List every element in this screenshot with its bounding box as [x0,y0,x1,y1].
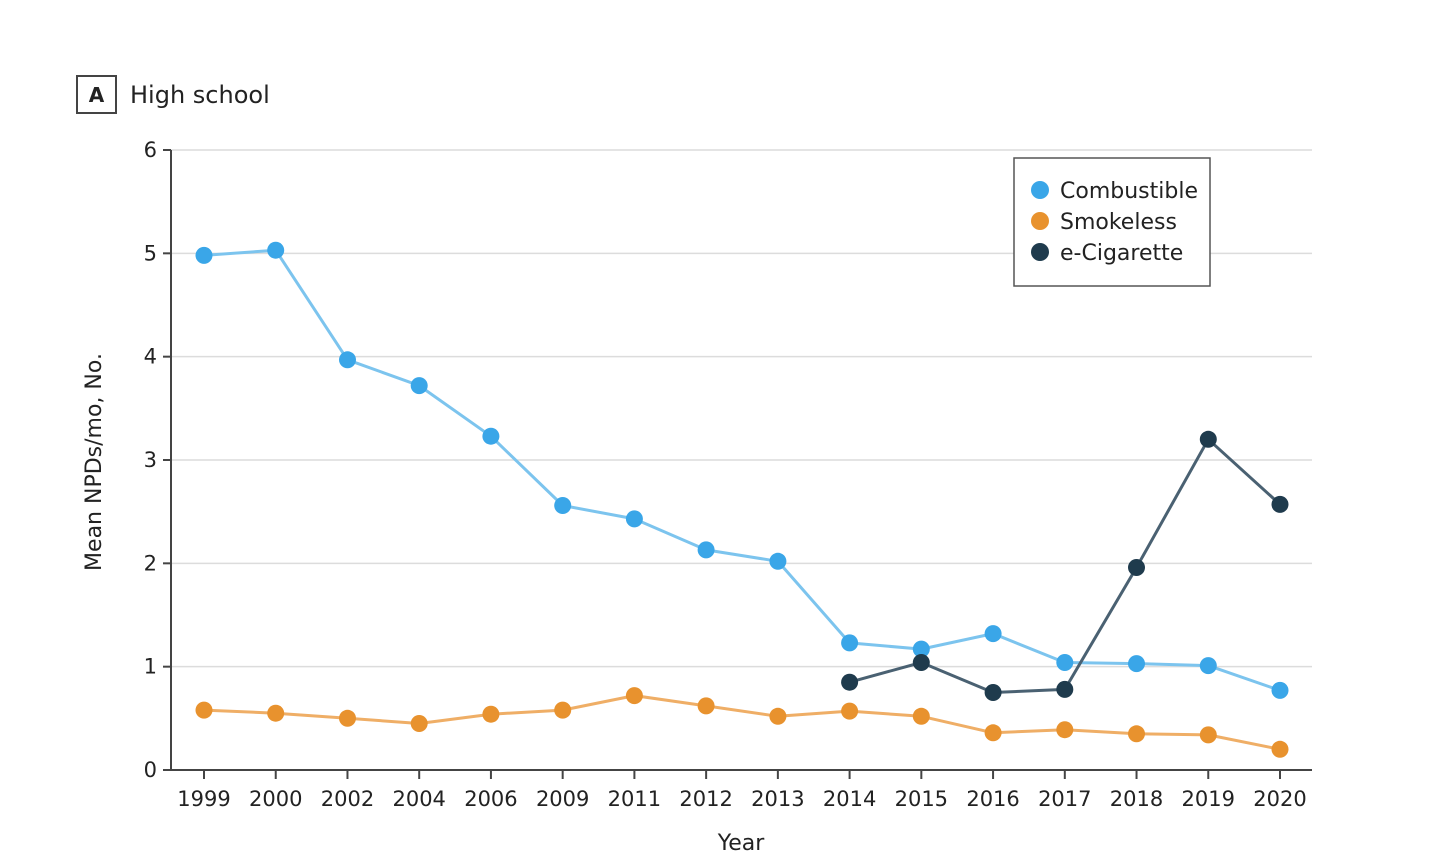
x-tick-label: 2016 [966,787,1019,811]
data-point-e-cigarette [1056,680,1074,698]
y-tick-label: 4 [144,345,157,369]
data-point-combustible [912,640,930,658]
data-point-combustible [984,625,1002,643]
x-tick-label: 2000 [249,787,302,811]
y-tick-label: 3 [144,448,157,472]
data-point-smokeless [339,709,356,727]
y-tick-label: 0 [144,758,157,782]
x-tick-label: 2015 [895,787,948,811]
legend-items: Combustible Smokeless e-Cigarette [1031,179,1198,266]
data-point-smokeless [984,724,1002,742]
legend-marker-smokeless [1031,212,1049,230]
legend-label-smokeless: Smokeless [1060,210,1177,235]
data-point-e-cigarette [1199,430,1217,448]
legend: Combustible Smokeless e-Cigarette [1013,157,1211,287]
data-point-smokeless [841,702,859,720]
y-ticks: 0 1 2 3 4 5 6 [144,138,171,782]
x-tick-label: 2004 [392,787,445,811]
y-tick-label: 6 [144,138,157,162]
legend-marker-combustible [1031,181,1049,199]
x-tick-label: 2006 [464,787,517,811]
x-tick-label: 2019 [1182,787,1235,811]
data-point-combustible [339,351,356,369]
data-point-combustible [841,634,859,652]
data-point-combustible [625,510,643,528]
data-point-combustible [195,246,213,264]
series-line-combustible [203,248,1281,692]
y-tick-label: 1 [144,655,157,679]
data-point-smokeless [697,697,715,715]
data-point-combustible [1056,654,1074,671]
series [195,241,1289,758]
legend-marker-e-cigarette [1031,243,1049,261]
y-tick-label: 5 [144,241,157,265]
data-point-smokeless [410,715,428,732]
panel-header: A High school [76,75,270,114]
x-tick-label: 1999 [177,787,230,811]
x-tick-label: 2020 [1253,787,1306,811]
x-tick-label: 2011 [608,787,661,811]
data-point-smokeless [1271,740,1289,758]
data-point-combustible [1271,681,1289,699]
panel-label-box [76,75,117,114]
gridlines [171,149,1312,668]
data-point-combustible [769,552,787,570]
data-point-e-cigarette [1128,559,1145,576]
data-point-smokeless [554,701,572,719]
x-tick-label: 2012 [679,787,732,811]
data-point-combustible [267,241,285,259]
x-axis-title: Year [717,831,766,855]
data-point-smokeless [482,705,500,723]
data-point-smokeless [625,687,643,705]
y-axis-title: Mean NPDs/mo, No. [82,353,107,571]
x-tick-label: 2009 [536,787,589,811]
data-point-smokeless [912,707,930,725]
chart-title: High school [130,81,270,109]
x-tick-label: 2002 [321,787,374,811]
data-point-combustible [410,377,428,395]
panel-label: A [89,83,105,107]
data-point-smokeless [769,707,787,725]
series-line-smokeless [203,694,1281,751]
data-point-smokeless [1128,725,1145,743]
x-tick-label: 2018 [1110,787,1163,811]
series-smokeless [195,687,1289,758]
x-tick-label: 2013 [751,787,804,811]
data-point-smokeless [1056,721,1074,739]
data-point-e-cigarette [912,654,930,671]
legend-label-combustible: Combustible [1060,179,1198,204]
data-point-smokeless [1199,726,1217,744]
data-point-e-cigarette [984,684,1002,701]
x-ticks: 1999 2000 2002 2004 2006 2009 2011 2012 2013 2014… [177,770,1307,811]
data-point-combustible [1128,655,1145,673]
series-combustible [195,241,1289,699]
data-point-smokeless [195,701,213,719]
data-point-e-cigarette [1271,495,1289,513]
data-point-smokeless [267,704,285,722]
data-point-e-cigarette [841,673,859,691]
data-point-combustible [697,541,715,559]
y-tick-label: 2 [144,551,157,575]
x-tick-label: 2014 [823,787,876,811]
data-point-combustible [554,497,572,514]
data-point-combustible [482,427,500,445]
x-tick-label: 2017 [1038,787,1091,811]
legend-label-e-cigarette: e-Cigarette [1060,241,1183,266]
data-point-combustible [1199,657,1217,675]
series-e-cigarette [841,430,1289,701]
